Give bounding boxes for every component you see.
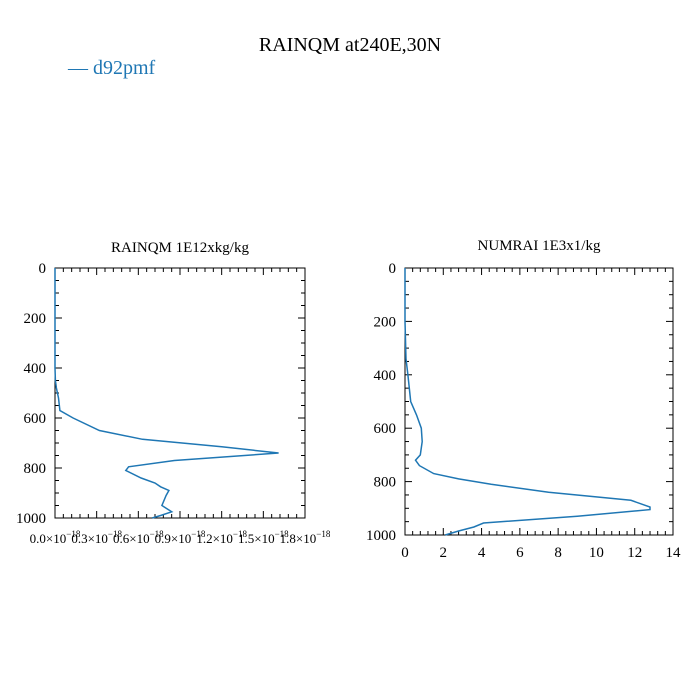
x-tick-label: 2 bbox=[440, 545, 448, 561]
x-tick-label: 1.8×10−18 bbox=[280, 529, 331, 546]
x-tick-label: 10 bbox=[589, 545, 604, 561]
subplot-title: RAINQM 1E12xkg/kg bbox=[111, 240, 249, 256]
x-tick-label: 14 bbox=[666, 545, 682, 561]
x-tick-label: 4 bbox=[478, 545, 486, 561]
y-tick-label: 1000 bbox=[366, 528, 396, 544]
y-tick-label: 0 bbox=[39, 261, 47, 277]
figure-title: RAINQM at240E,30N bbox=[258, 34, 442, 56]
x-tick-label: 1.2×10−18 bbox=[196, 529, 247, 546]
x-tick-label: 0.0×10−18 bbox=[30, 529, 81, 546]
x-tick-label: 0.3×10−18 bbox=[71, 529, 122, 546]
subplot-1: RAINQM 1E12xkg/kg 0 200 400 600 800 1000 0.0×10… bbox=[16, 240, 331, 546]
y-tick-label: 600 bbox=[374, 421, 397, 437]
series-line-d92pmf bbox=[54, 268, 279, 519]
y-tick-label: 600 bbox=[24, 411, 47, 427]
x-tick-label: 6 bbox=[516, 545, 524, 561]
y-tick-label: 0 bbox=[389, 261, 397, 277]
x-tick-label: 0.9×10−18 bbox=[155, 529, 206, 546]
y-tick-label: 200 bbox=[24, 311, 47, 327]
y-tick-label: 400 bbox=[374, 368, 397, 384]
y-tick-label: 800 bbox=[24, 461, 47, 477]
x-tick-label: 1.5×10−18 bbox=[238, 529, 289, 546]
axes-frame bbox=[54, 267, 306, 519]
x-tick-label: 12 bbox=[627, 545, 642, 561]
subplot-title: NUMRAI 1E3x1/kg bbox=[478, 238, 601, 254]
y-tick-label: 1000 bbox=[16, 511, 46, 527]
y-tick-label: 800 bbox=[374, 475, 397, 491]
legend-line-icon: — bbox=[68, 57, 88, 79]
x-tick-label: 0 bbox=[401, 545, 409, 561]
series-line-d92pmf bbox=[404, 268, 651, 536]
subplot-2: NUMRAI 1E3x1/kg 0 200 400 600 800 1000 0 2 4 6 8 10 1… bbox=[366, 238, 681, 561]
x-tick-label: 8 bbox=[554, 545, 562, 561]
y-tick-label: 200 bbox=[374, 314, 397, 330]
x-tick-label: 0.6×10−18 bbox=[113, 529, 164, 546]
y-tick-label: 400 bbox=[24, 361, 47, 377]
axes-frame bbox=[404, 267, 674, 536]
legend: — d92pmf bbox=[68, 57, 155, 80]
legend-label: d92pmf bbox=[93, 57, 156, 79]
